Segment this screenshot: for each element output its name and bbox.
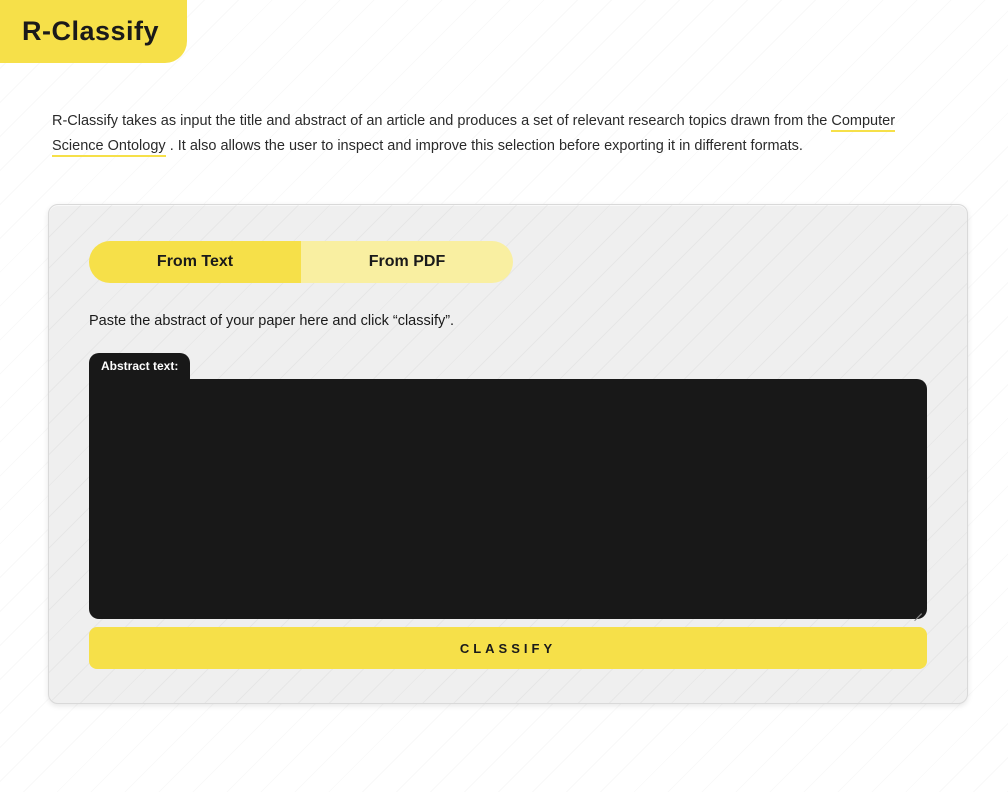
tab-label: From Text <box>157 253 233 271</box>
tab-from-pdf[interactable]: From PDF <box>301 241 513 283</box>
app-logo-text: R-Classify <box>22 16 159 46</box>
instruction-text: Paste the abstract of your paper here an… <box>89 313 927 329</box>
input-mode-tabs: From Text From PDF <box>89 241 513 283</box>
app-logo: R-Classify <box>0 0 187 63</box>
intro-text-suffix: . It also allows the user to inspect and… <box>170 138 803 154</box>
tab-label: From PDF <box>369 253 445 271</box>
resize-handle-icon[interactable] <box>912 604 922 614</box>
classify-panel: From Text From PDF Paste the abstract of… <box>48 204 968 704</box>
classify-button-label: CLASSIFY <box>460 641 556 656</box>
intro-paragraph: R-Classify takes as input the title and … <box>52 109 950 158</box>
classify-button[interactable]: CLASSIFY <box>89 627 927 669</box>
tab-from-text[interactable]: From Text <box>89 241 301 283</box>
abstract-textarea[interactable] <box>101 389 915 609</box>
abstract-field-group: Abstract text: <box>89 353 927 619</box>
abstract-label: Abstract text: <box>89 353 190 379</box>
intro-text-prefix: R-Classify takes as input the title and … <box>52 113 831 129</box>
abstract-textarea-container <box>89 379 927 619</box>
